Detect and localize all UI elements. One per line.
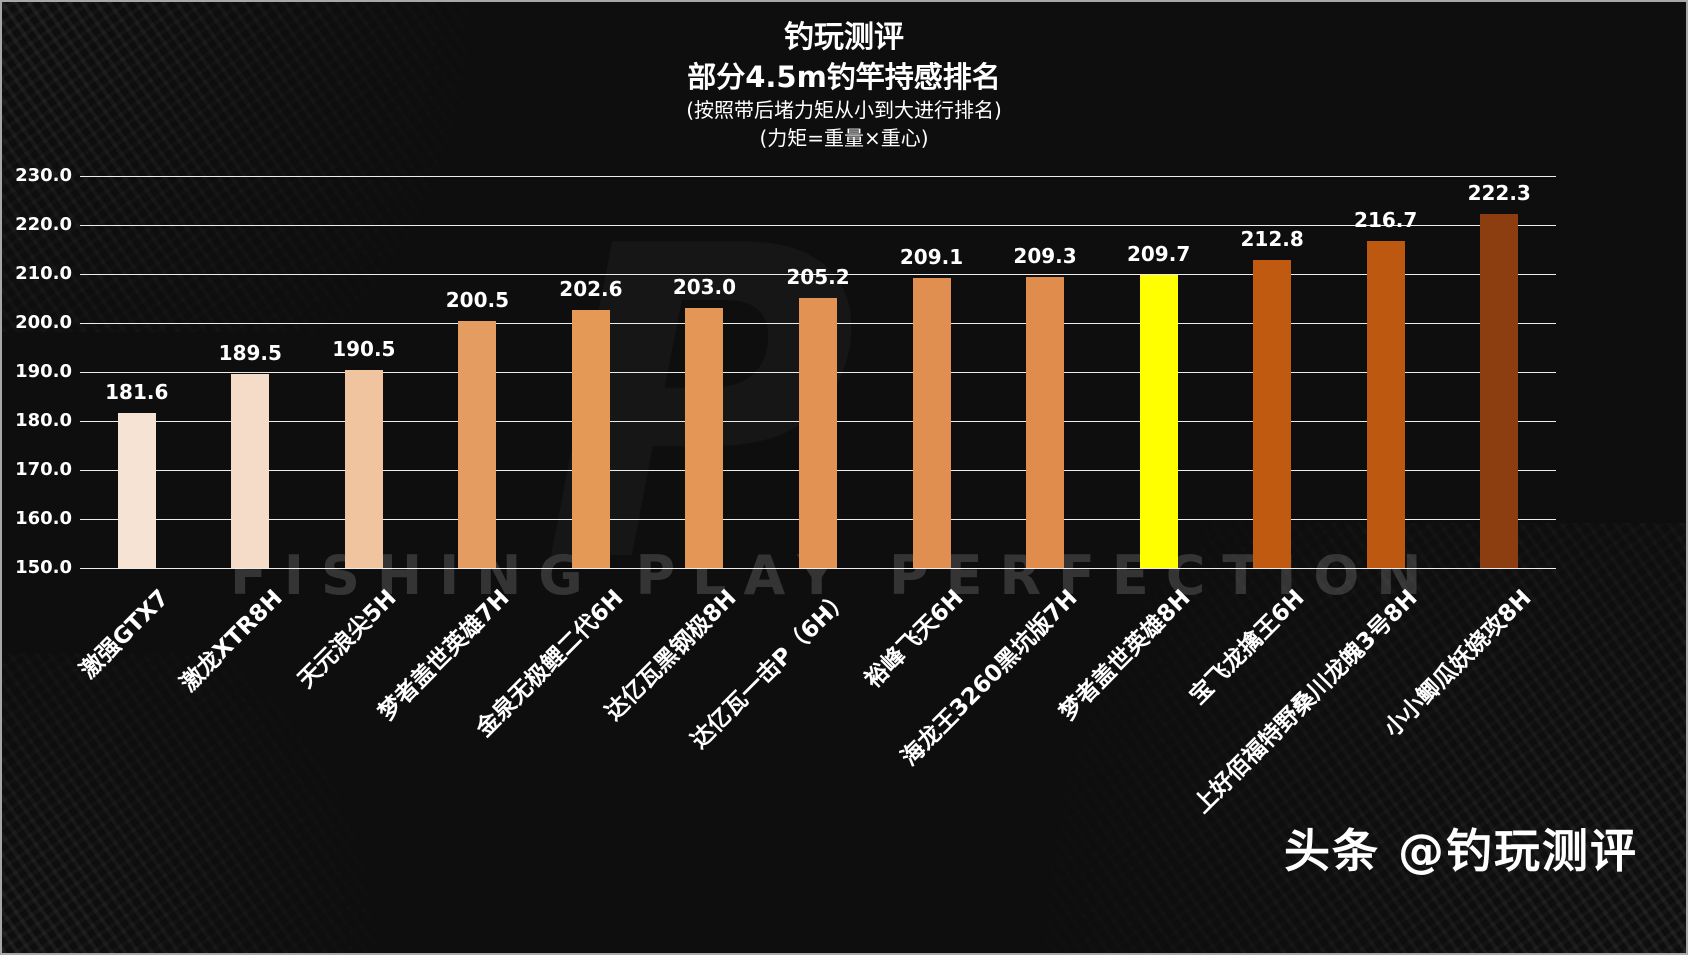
y-tick-label: 210.0 bbox=[15, 263, 72, 284]
y-tick-label: 220.0 bbox=[15, 214, 72, 235]
bar-13 bbox=[1480, 213, 1519, 568]
bar-value-label: 209.7 bbox=[1126, 242, 1191, 267]
bar-value-label: 190.5 bbox=[332, 336, 396, 361]
chart-subtitle: 部分4.5m钓竿持感排名 bbox=[687, 59, 1001, 94]
bar-9 bbox=[1026, 277, 1065, 568]
y-tick-label: 230.0 bbox=[15, 165, 72, 186]
bar-6 bbox=[685, 308, 724, 568]
bar-10 bbox=[1139, 275, 1178, 568]
bar-value-label: 181.6 bbox=[105, 380, 169, 405]
chart-header: 钓玩测评 部分4.5m钓竿持感排名 (按照带后堵力矩从小到大进行排名) (力矩=… bbox=[2, 18, 1686, 152]
bar-value-label: 202.6 bbox=[559, 277, 623, 302]
y-tick-label: 200.0 bbox=[15, 312, 72, 333]
bar-value-label: 222.3 bbox=[1467, 180, 1531, 205]
bar-value-label: 216.7 bbox=[1354, 208, 1418, 233]
bar-value-label: 203.0 bbox=[672, 275, 737, 300]
y-tick-label: 180.0 bbox=[15, 410, 72, 431]
bar-11 bbox=[1253, 260, 1292, 568]
chart-note-ranking: (按照带后堵力矩从小到大进行排名) bbox=[686, 98, 1002, 123]
gridline bbox=[80, 175, 1556, 177]
footer-credit: 头条 @钓玩测评 bbox=[1283, 824, 1638, 878]
bar-5 bbox=[571, 310, 610, 568]
bar-1 bbox=[117, 413, 156, 568]
bar-value-label: 209.1 bbox=[899, 245, 964, 270]
y-tick-label: 170.0 bbox=[15, 459, 72, 480]
gridline bbox=[80, 273, 1556, 275]
bar-value-label: 200.5 bbox=[445, 287, 509, 312]
bar-value-label: 205.2 bbox=[786, 264, 850, 289]
bar-4 bbox=[458, 320, 497, 568]
gridline bbox=[80, 224, 1556, 226]
gridline bbox=[80, 567, 1556, 569]
bar-3 bbox=[344, 369, 383, 568]
bar-7 bbox=[799, 297, 837, 568]
y-tick-label: 190.0 bbox=[15, 361, 72, 382]
y-tick-label: 150.0 bbox=[15, 557, 72, 578]
y-tick-label: 160.0 bbox=[15, 508, 72, 529]
carbon-texture-bottom-left bbox=[2, 653, 422, 953]
chart-title: 钓玩测评 bbox=[784, 20, 904, 55]
bar-value-label: 212.8 bbox=[1240, 227, 1304, 252]
x-tick-label: 上好佰福特野桑川龙魄3号8H bbox=[1189, 584, 1424, 819]
x-tick-label: 激强GTX7 bbox=[75, 584, 175, 684]
bar-2 bbox=[231, 374, 270, 568]
bar-8 bbox=[912, 278, 951, 568]
bar-12 bbox=[1366, 241, 1405, 568]
chart-note-formula: (力矩=重量×重心) bbox=[759, 126, 929, 151]
bar-value-label: 209.3 bbox=[1013, 244, 1077, 269]
bar-value-label: 189.5 bbox=[218, 341, 282, 366]
